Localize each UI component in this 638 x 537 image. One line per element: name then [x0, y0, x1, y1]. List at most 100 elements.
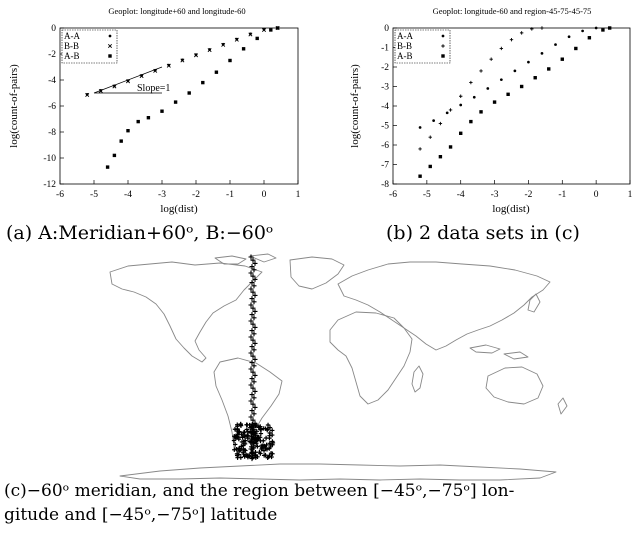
plot-b-point-ab: [560, 57, 564, 61]
plot-b-point-ab: [601, 28, 605, 32]
plot-b-point-bb: [459, 94, 463, 98]
plot-a-point-ab: [269, 28, 273, 32]
plot-a-point-aa: [181, 58, 184, 62]
meridian-point: [251, 411, 257, 417]
meridian-point: [251, 363, 257, 369]
plot-a-point-aa: [249, 32, 252, 36]
plot-b-point-bb: [428, 135, 432, 139]
world-map: [109, 253, 568, 481]
meridian-point: [248, 302, 254, 308]
plot-b-point-ab: [479, 110, 483, 114]
plot-b-legend-marker-bb: [441, 44, 445, 48]
plot-b-ytick-label: -8: [381, 180, 389, 190]
africa-outline: [329, 311, 413, 405]
region-point: [237, 445, 242, 451]
plot-b: Geoplot: longitude-60 and region-45-75-4…: [349, 6, 633, 215]
meridian-point: [248, 366, 254, 372]
meridian-point: [250, 417, 256, 423]
plot-a-legend-label-ab: A-B: [64, 51, 80, 61]
meridian-point: [248, 350, 254, 356]
plot-a-point-ab: [160, 109, 164, 113]
meridian-point: [250, 337, 256, 343]
plot-b-xticks: -6 -5 -4 -3 -2 -1 0 1: [389, 180, 633, 200]
region-point: [241, 439, 246, 444]
plot-a-xtick-label: -2: [192, 190, 200, 200]
japan-outline: [527, 293, 541, 313]
region-point: [255, 444, 260, 449]
plot-a-xtick-label: 0: [262, 190, 267, 200]
plot-b-point-aa: [499, 78, 503, 82]
plot-b-point-ab: [587, 36, 592, 40]
meridian-point: [250, 305, 256, 311]
plot-a-point-ab: [119, 139, 123, 143]
plot-b-xtick-label: -4: [457, 190, 465, 200]
plot-a-xtick-label: -3: [158, 190, 166, 200]
plot-a-series: [85, 25, 280, 169]
plot-b-ytick-label: -7: [381, 161, 389, 171]
region-point: [265, 455, 270, 461]
plot-b-point-ab: [519, 84, 524, 89]
plot-a-legend-marker-aa: [108, 34, 112, 38]
region-point: [257, 450, 262, 455]
plot-b-xtick-label: -3: [491, 190, 499, 200]
meridian-point: [248, 254, 254, 260]
region-point: [270, 432, 275, 438]
meridian-point: [249, 392, 255, 398]
meridian-point: [250, 401, 256, 407]
plot-b-point-bb: [540, 26, 544, 30]
region-point: [249, 451, 255, 456]
plot-b-point-aa: [594, 26, 598, 30]
plot-a-point-ab: [173, 100, 178, 104]
caption-a: (a) A:Meridian+60ᵒ, B:−60ᵒ: [6, 222, 274, 244]
region-point: [265, 427, 270, 433]
meridian-point: [248, 318, 254, 324]
plot-a-point-aa: [235, 37, 239, 41]
plot-a-legend-markers: [107, 34, 113, 58]
region-point: [249, 434, 254, 440]
plot-b-xtick-label: -6: [389, 190, 397, 200]
plot-a-point-aa: [167, 63, 171, 67]
plot-b-legend-label-ab: A-B: [397, 51, 413, 61]
north-america-outline: [109, 261, 263, 363]
meridian-point: [252, 356, 258, 362]
plot-b-point-bb: [469, 80, 473, 85]
region-point: [250, 455, 255, 460]
plot-a-point-bb: [234, 37, 239, 42]
plot-a-legend-marker-bb: [107, 43, 113, 49]
plot-b-point-bb: [530, 27, 534, 31]
plot-b-ytick-label: -2: [381, 63, 389, 73]
region-point: [235, 455, 240, 460]
plot-a-point-ab: [228, 58, 232, 63]
meridian-point: [251, 395, 257, 401]
plot-a-point-ab: [136, 119, 140, 124]
plot-a-point-ab: [112, 153, 117, 158]
meridian-point: [252, 372, 258, 378]
plot-a-point-ab: [255, 36, 259, 41]
region-point: [251, 436, 257, 442]
plot-b-point-ab: [438, 155, 443, 159]
plot-b-point-bb: [418, 147, 422, 151]
region-point: [250, 421, 255, 427]
plot-b-yticks: 0 -1 -2 -3 -4 -5 -6 -7 -8: [381, 24, 397, 190]
plot-b-point-bb: [448, 108, 453, 112]
meridian-point: [251, 299, 257, 305]
plot-a-xtick-label: -1: [226, 190, 234, 200]
region-point: [261, 453, 267, 458]
meridian-point: [249, 296, 255, 302]
region-point: [245, 433, 250, 438]
plot-a-point-bb: [221, 42, 226, 47]
plot-b-point-aa: [486, 87, 490, 90]
plot-b-ytick-label: -6: [381, 141, 389, 151]
plot-a-ytick-label: -12: [43, 180, 56, 190]
plot-a-point-bb: [193, 53, 199, 58]
plot-a-point-bb: [180, 58, 185, 63]
meridian-point: [250, 369, 256, 375]
plot-b-point-aa: [581, 29, 584, 33]
meridian-point: [252, 388, 258, 394]
meridian-point: [249, 360, 255, 366]
meridian-point: [248, 398, 254, 404]
plot-b-legend-label-bb: B-B: [397, 41, 412, 51]
meridian-point: [249, 328, 255, 334]
plot-b-xtick-label: 0: [594, 190, 599, 200]
region-point: [250, 440, 255, 446]
